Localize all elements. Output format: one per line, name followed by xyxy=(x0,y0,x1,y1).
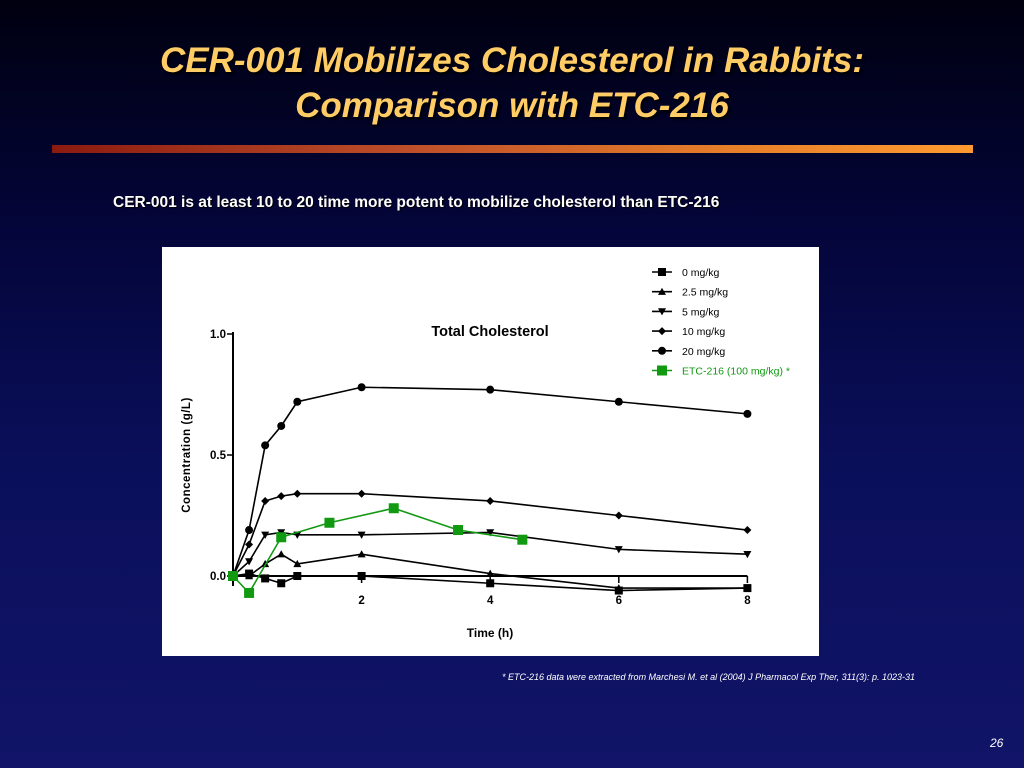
y-tick-label: 0.5 xyxy=(210,450,227,462)
series-line-20-mg-kg xyxy=(232,386,748,577)
data-point-5-mg-kg xyxy=(261,531,270,539)
data-point-5-mg-kg xyxy=(614,546,623,554)
data-point-5-mg-kg xyxy=(486,529,495,537)
x-tick-label: 8 xyxy=(744,595,751,607)
legend: 0 mg/kg 2.5 mg/kg 5 mg/kg 10 mg/kg 20 mg/kg E… xyxy=(652,267,790,378)
data-point-0-mg-kg xyxy=(261,574,270,583)
series-20-mg-kg xyxy=(229,383,752,580)
data-point-5-mg-kg xyxy=(743,551,752,559)
legend-entry-5-mg-kg: 5 mg/kg xyxy=(652,306,720,318)
legend-label: 10 mg/kg xyxy=(682,326,725,338)
data-point-etc-216-100-mg-kg xyxy=(276,532,287,543)
legend-marker xyxy=(658,287,666,295)
slide-title-line-2: Comparison with ETC-216 xyxy=(295,86,729,125)
legend-marker xyxy=(658,327,666,336)
series-etc-216-100-mg-kg xyxy=(228,503,528,598)
data-point-10-mg-kg xyxy=(261,496,270,505)
legend-label: 20 mg/kg xyxy=(682,346,725,358)
data-point-20-mg-kg xyxy=(293,397,302,406)
legend-label: 0 mg/kg xyxy=(682,267,720,279)
data-point-20-mg-kg xyxy=(743,409,752,418)
data-point-etc-216-100-mg-kg xyxy=(228,571,238,581)
data-point-2-5-mg-kg xyxy=(614,584,623,592)
data-point-etc-216-100-mg-kg xyxy=(388,503,399,514)
slide-title: CER-001 Mobilizes Cholesterol in Rabbits… xyxy=(0,38,1024,128)
chart-title: Total Cholesterol xyxy=(431,324,548,340)
data-point-2-5-mg-kg xyxy=(293,559,302,568)
legend-label: ETC-216 (100 mg/kg) * xyxy=(682,366,790,378)
x-axis-label: Time (h) xyxy=(467,626,513,640)
data-point-2-5-mg-kg xyxy=(743,584,752,592)
chart-panel: 0.0 0.5 1.0 2 4 6 8 0 mg/kg 2.5 mg/kg 5 mg/kg 10 … xyxy=(162,247,819,656)
x-tick-label: 2 xyxy=(358,595,364,607)
data-point-20-mg-kg xyxy=(486,385,495,394)
data-point-5-mg-kg xyxy=(245,558,254,566)
data-point-0-mg-kg xyxy=(293,572,302,580)
series-layer xyxy=(228,383,752,598)
y-tick-label: 0.0 xyxy=(210,571,226,583)
data-point-0-mg-kg xyxy=(486,579,495,588)
legend-entry-20-mg-kg: 20 mg/kg xyxy=(652,346,725,358)
footnote: * ETC-216 data were extracted from March… xyxy=(502,672,916,682)
series-line-etc-216-100-mg-kg xyxy=(232,507,523,595)
data-point-10-mg-kg xyxy=(277,492,286,501)
legend-entry-0-mg-kg: 0 mg/kg xyxy=(652,267,720,279)
total-cholesterol-chart: 0.0 0.5 1.0 2 4 6 8 0 mg/kg 2.5 mg/kg 5 mg/kg 10 … xyxy=(181,267,790,640)
series-2-5-mg-kg xyxy=(229,550,752,592)
legend-marker xyxy=(658,346,666,355)
legend-marker xyxy=(658,268,666,276)
data-point-10-mg-kg xyxy=(614,511,623,520)
y-tick-label: 1.0 xyxy=(210,329,226,341)
y-axis-label: Concentration (g/L) xyxy=(181,397,193,513)
page-number: 26 xyxy=(990,736,1004,750)
data-point-2-5-mg-kg xyxy=(357,550,366,558)
legend-label: 2.5 mg/kg xyxy=(682,287,728,299)
title-divider xyxy=(52,145,973,153)
slide-subtitle: CER-001 is at least 10 to 20 time more p… xyxy=(113,194,720,211)
data-point-2-5-mg-kg xyxy=(486,569,495,577)
legend-entry-etc-216-100-mg-kg: ETC-216 (100 mg/kg) * xyxy=(652,365,790,378)
data-point-20-mg-kg xyxy=(261,441,270,450)
data-point-20-mg-kg xyxy=(357,383,366,392)
series-line-5-mg-kg xyxy=(232,531,748,577)
data-point-10-mg-kg xyxy=(357,489,366,498)
data-point-5-mg-kg xyxy=(357,531,366,539)
data-point-10-mg-kg xyxy=(293,489,302,498)
data-point-0-mg-kg xyxy=(357,572,366,580)
data-point-etc-216-100-mg-kg xyxy=(324,517,335,528)
data-point-10-mg-kg xyxy=(245,540,254,549)
data-point-20-mg-kg xyxy=(245,526,254,535)
data-point-10-mg-kg xyxy=(486,496,495,505)
data-point-20-mg-kg xyxy=(277,421,286,430)
legend-marker xyxy=(658,308,666,316)
legend-entry-2-5-mg-kg: 2.5 mg/kg xyxy=(652,287,728,299)
data-point-2-5-mg-kg xyxy=(277,550,286,558)
data-point-etc-216-100-mg-kg xyxy=(244,587,255,598)
legend-marker xyxy=(657,365,667,376)
slide-title-line-1: CER-001 Mobilizes Cholesterol in Rabbits… xyxy=(160,41,864,80)
data-point-2-5-mg-kg xyxy=(245,572,254,580)
data-point-etc-216-100-mg-kg xyxy=(517,534,528,545)
x-tick-label: 4 xyxy=(487,595,494,607)
data-point-0-mg-kg xyxy=(277,579,286,588)
legend-label: 5 mg/kg xyxy=(682,306,720,318)
legend-entry-10-mg-kg: 10 mg/kg xyxy=(652,326,725,338)
data-point-10-mg-kg xyxy=(743,526,752,535)
x-tick-label: 6 xyxy=(616,595,622,607)
data-point-etc-216-100-mg-kg xyxy=(453,525,464,536)
data-point-20-mg-kg xyxy=(614,397,623,406)
data-point-2-5-mg-kg xyxy=(261,559,270,568)
